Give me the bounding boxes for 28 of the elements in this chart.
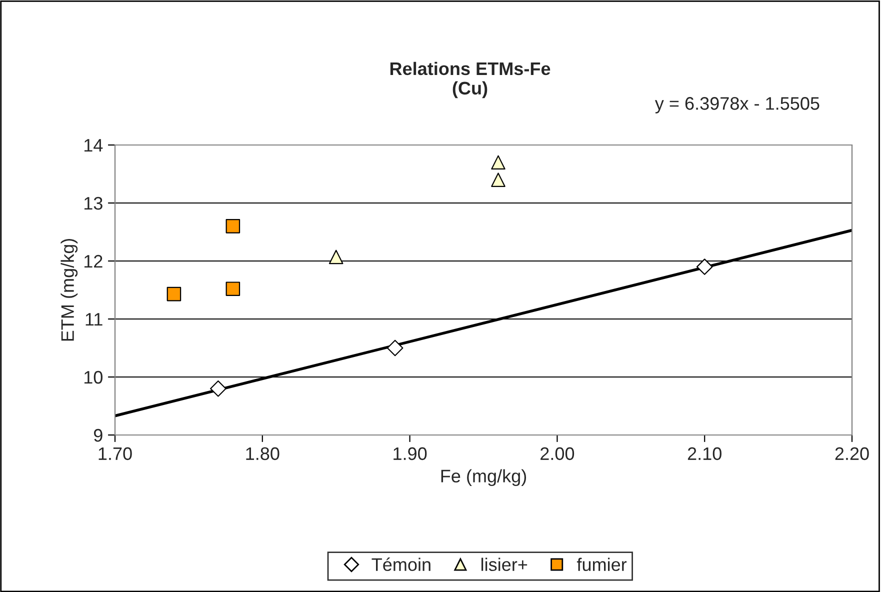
x-tick-label: 1.90 bbox=[394, 447, 427, 460]
chart-title: Relations ETMs-Fe (Cu) bbox=[390, 62, 550, 98]
y-tick-label: 9 bbox=[94, 428, 102, 442]
point bbox=[226, 219, 240, 234]
x-tick-label: 1.70 bbox=[98, 447, 132, 460]
point bbox=[210, 380, 226, 397]
point bbox=[491, 155, 506, 170]
y-tick-label: 13 bbox=[84, 196, 102, 210]
x-tick-label: 2.10 bbox=[688, 447, 722, 460]
point bbox=[226, 282, 240, 296]
point bbox=[491, 172, 506, 187]
y-tick-label: 12 bbox=[84, 254, 102, 268]
point bbox=[166, 286, 182, 302]
point bbox=[696, 258, 713, 275]
y-tick-label: 11 bbox=[86, 313, 102, 326]
x-tick-label: 2.00 bbox=[540, 447, 574, 460]
x-axis-title: Fe (mg/kg) bbox=[441, 469, 526, 486]
point bbox=[328, 250, 344, 264]
x-tick-label: 2.20 bbox=[835, 447, 869, 460]
legend-label: Témoin bbox=[372, 558, 430, 572]
text: y = 6.3978x - 1.5505 bbox=[654, 97, 820, 114]
y-tick-label: 14 bbox=[84, 139, 103, 152]
legend-label: fumier bbox=[576, 558, 627, 572]
y-axis-title: ETM (mg/kg) bbox=[60, 238, 78, 341]
x-tick-label: 1.80 bbox=[246, 447, 280, 460]
y-tick-label: 10 bbox=[84, 370, 102, 384]
point bbox=[386, 340, 404, 356]
legend-label: lisier+ bbox=[482, 558, 528, 572]
